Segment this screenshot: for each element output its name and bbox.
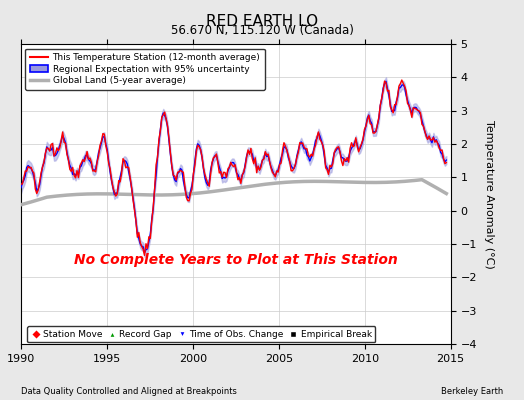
Legend: Station Move, Record Gap, Time of Obs. Change, Empirical Break: Station Move, Record Gap, Time of Obs. C… bbox=[27, 326, 375, 342]
Y-axis label: Temperature Anomaly (°C): Temperature Anomaly (°C) bbox=[484, 120, 494, 268]
Text: Berkeley Earth: Berkeley Earth bbox=[441, 387, 503, 396]
Text: No Complete Years to Plot at This Station: No Complete Years to Plot at This Statio… bbox=[74, 253, 398, 267]
Text: RED EARTH LO: RED EARTH LO bbox=[206, 14, 318, 29]
Text: 56.670 N, 115.120 W (Canada): 56.670 N, 115.120 W (Canada) bbox=[171, 24, 353, 37]
Text: Data Quality Controlled and Aligned at Breakpoints: Data Quality Controlled and Aligned at B… bbox=[21, 387, 237, 396]
